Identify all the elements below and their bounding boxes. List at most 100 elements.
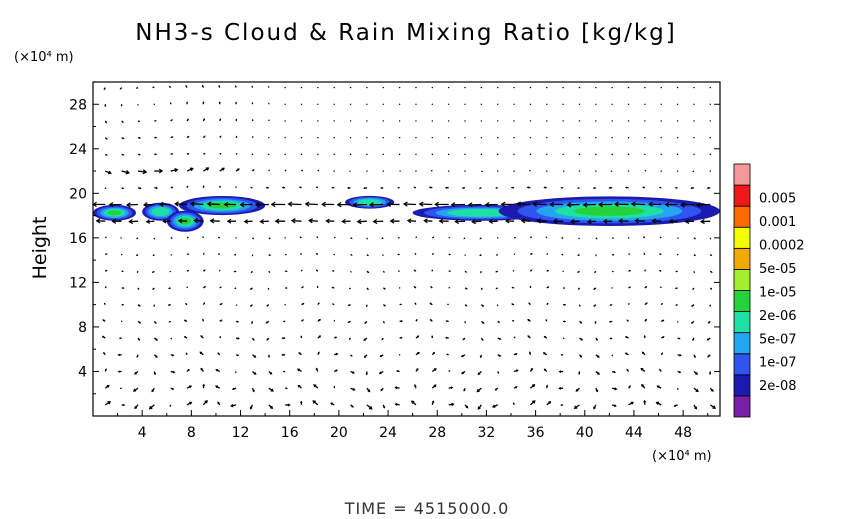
wind-vector [593, 304, 597, 307]
wind-vector [366, 136, 368, 139]
wind-vector [104, 286, 107, 289]
wind-vector [693, 254, 696, 257]
wind-vector [348, 287, 351, 290]
wind-vector [317, 351, 320, 356]
wind-vector [121, 187, 125, 190]
wind-vector [298, 352, 302, 356]
wind-vector [480, 153, 483, 156]
wind-vector [627, 170, 630, 172]
wind-vector [300, 253, 302, 256]
wind-vector [352, 202, 367, 208]
wind-vector [315, 253, 319, 256]
wind-vector [413, 286, 417, 289]
wind-vector [350, 370, 355, 374]
wind-vector [691, 304, 695, 307]
wind-vector [641, 383, 646, 389]
wind-vector [219, 118, 222, 122]
wind-vector [137, 137, 141, 139]
wind-vector [476, 387, 482, 393]
wind-vector [611, 103, 613, 105]
wind-vector [546, 269, 550, 272]
wind-vector [153, 320, 157, 324]
wind-vector [268, 270, 271, 274]
time-label: TIME = 4515000.0 [344, 499, 510, 518]
colorbar-label: 2e-06 [759, 309, 797, 324]
wind-vector [300, 86, 303, 89]
wind-vector [513, 136, 515, 139]
wind-vector [235, 135, 238, 138]
wind-vector [202, 185, 205, 188]
wind-vector [578, 136, 581, 139]
wind-vector [299, 236, 302, 239]
wind-vector [529, 153, 532, 156]
wind-vector [398, 287, 401, 289]
wind-vector [368, 202, 384, 208]
wind-vector [545, 384, 549, 389]
x-tick-label: 48 [674, 425, 692, 441]
wind-vector [104, 253, 108, 256]
wind-vector [268, 237, 271, 240]
wind-vector [644, 86, 646, 89]
wind-vector [186, 368, 190, 372]
wind-vector [282, 370, 286, 373]
wind-vector [119, 87, 123, 90]
wind-vector [464, 170, 466, 172]
cloud-contour [357, 199, 382, 206]
wind-vector [350, 237, 353, 239]
wind-vector [608, 186, 613, 189]
wind-vector [331, 303, 335, 306]
wind-vector [569, 218, 580, 225]
wind-vector [200, 335, 204, 339]
wind-vector [104, 384, 110, 389]
wind-vector [644, 153, 646, 156]
wind-vector [414, 252, 417, 255]
wind-vector [709, 170, 711, 172]
x-tick-label: 44 [625, 425, 643, 441]
wind-vector [450, 202, 466, 208]
wind-vector [317, 302, 320, 306]
wind-vector [692, 337, 695, 342]
wind-vector [105, 170, 112, 175]
wind-vector [497, 103, 499, 105]
wind-vector [562, 136, 564, 139]
wind-vector [693, 387, 699, 393]
wind-vector [500, 201, 515, 207]
wind-vector [516, 201, 531, 207]
wind-vector [664, 201, 678, 208]
wind-vector [268, 254, 271, 256]
wind-vector [463, 237, 466, 240]
wind-vector [137, 169, 148, 175]
wind-vector [234, 85, 237, 88]
wind-vector [202, 101, 205, 105]
wind-vector [448, 402, 455, 407]
wind-vector [480, 86, 483, 89]
colorbar-swatch [733, 311, 751, 334]
wind-vector [219, 319, 223, 322]
x-tick-label: 24 [379, 425, 397, 441]
wind-vector [709, 153, 711, 156]
wind-vector [382, 120, 384, 122]
wind-vector [365, 304, 368, 308]
wind-vector [201, 84, 204, 88]
wind-vector [609, 304, 613, 306]
wind-vector [284, 86, 286, 89]
wind-vector [464, 153, 466, 156]
wind-vector [167, 304, 171, 306]
wind-vector [252, 354, 257, 358]
wind-vector [530, 384, 536, 389]
wind-vector [562, 270, 564, 272]
wind-vector [215, 368, 221, 373]
wind-vector [218, 101, 221, 105]
wind-vector [151, 387, 155, 393]
wind-vector [431, 136, 434, 139]
wind-vector [464, 304, 468, 307]
wind-vector [693, 237, 696, 240]
wind-vector [394, 402, 400, 406]
wind-vector [480, 270, 482, 274]
wind-vector [677, 354, 682, 357]
wind-vector [695, 202, 711, 208]
wind-vector [223, 201, 237, 208]
wind-vector [480, 320, 485, 324]
wind-vector [438, 218, 449, 224]
